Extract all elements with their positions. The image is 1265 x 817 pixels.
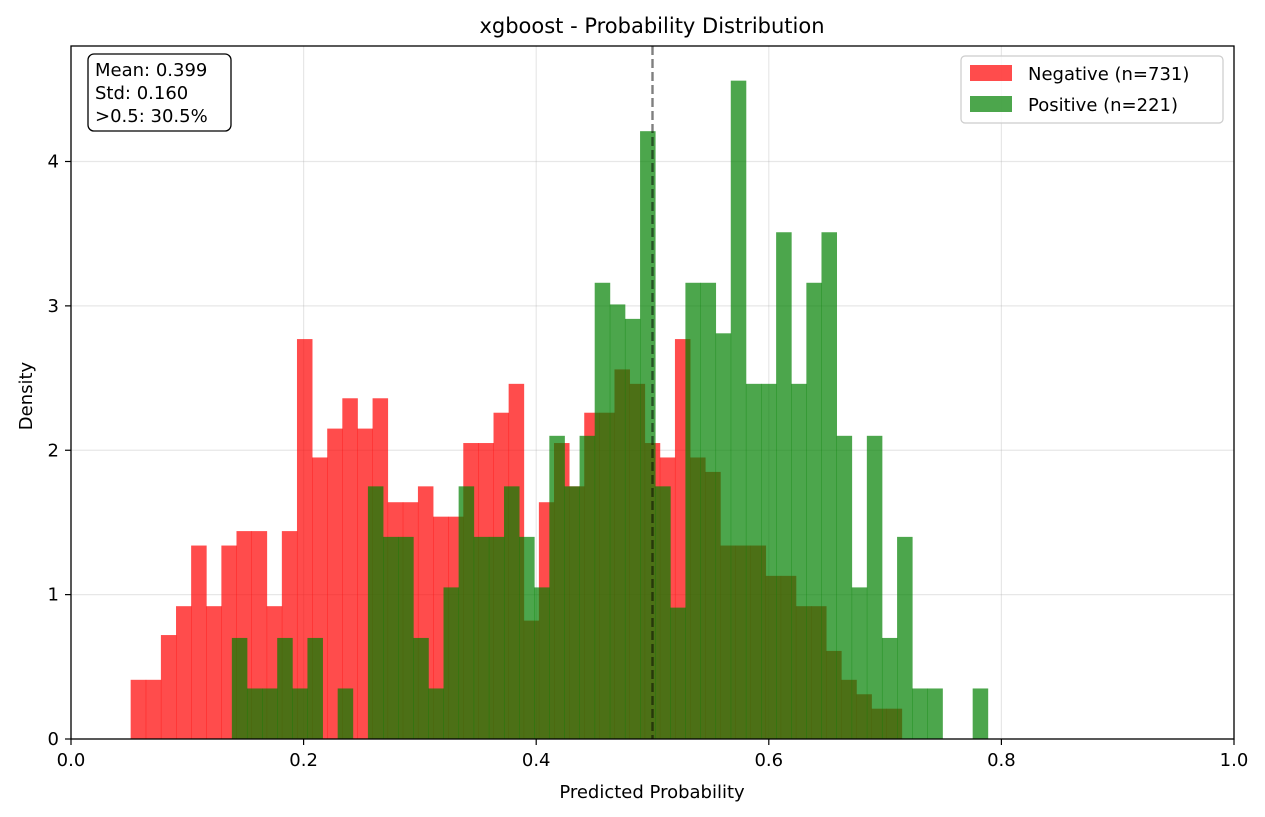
- positive-bar: [866, 435, 883, 739]
- positive-bar: [881, 637, 898, 739]
- negative-bar: [145, 679, 162, 739]
- positive-bar: [912, 688, 928, 739]
- stats-mean: Mean: 0.399: [95, 60, 207, 81]
- y-axis-label: Density: [16, 361, 37, 430]
- negative-bar: [191, 545, 207, 739]
- legend-label-positive: Positive (n=221): [1028, 95, 1178, 116]
- positive-bar: [776, 232, 792, 739]
- positive-bar: [534, 587, 550, 739]
- legend-swatch-negative: [970, 65, 1012, 81]
- x-tick-label: 1.0: [1220, 750, 1249, 771]
- positive-bar: [745, 383, 762, 739]
- x-tick-label: 0.6: [754, 750, 783, 771]
- positive-bar: [821, 232, 838, 739]
- positive-bar: [836, 435, 853, 739]
- stats-annotation-box: Mean: 0.399 Std: 0.160 >0.5: 30.5%: [87, 53, 232, 132]
- x-tick-label: 0.4: [522, 750, 551, 771]
- negative-bar: [176, 606, 192, 739]
- negative-bar: [160, 635, 177, 739]
- x-tick-label: 0.0: [57, 750, 86, 771]
- positive-bar: [503, 486, 520, 739]
- positive-bar: [262, 688, 278, 739]
- legend-swatch-positive: [970, 96, 1012, 112]
- positive-bar: [609, 304, 626, 739]
- positive-bar: [761, 383, 777, 739]
- positive-bar: [413, 637, 429, 739]
- y-axis-ticks: 0 1 2 3 4: [48, 152, 71, 750]
- x-tick-label: 0.8: [987, 750, 1016, 771]
- legend: Negative (n=731) Positive (n=221): [960, 55, 1224, 124]
- positive-bar: [579, 435, 596, 739]
- positive-bar: [458, 486, 475, 739]
- positive-bar: [277, 637, 293, 739]
- positive-bar: [730, 80, 747, 739]
- y-tick-label: 2: [48, 440, 59, 461]
- positive-bar: [337, 688, 354, 739]
- positive-bar: [700, 282, 717, 739]
- legend-label-negative: Negative (n=731): [1028, 64, 1189, 85]
- negative-bar: [130, 679, 147, 739]
- positive-bar: [927, 688, 943, 739]
- positive-bar: [624, 318, 641, 739]
- positive-bar: [231, 637, 248, 739]
- x-tick-label: 0.2: [289, 750, 318, 771]
- positive-bar: [473, 536, 490, 739]
- chart-title: xgboost - Probability Distribution: [479, 14, 824, 38]
- positive-bar: [670, 607, 686, 739]
- positive-bar: [972, 688, 989, 739]
- positive-bar: [292, 688, 308, 739]
- negative-bar: [251, 531, 268, 739]
- stats-std: Std: 0.160: [95, 83, 188, 104]
- x-axis-label: Predicted Probability: [559, 782, 745, 803]
- positive-bar: [594, 282, 611, 739]
- positive-bar: [851, 587, 868, 739]
- y-tick-label: 0: [48, 729, 59, 750]
- negative-bar: [206, 606, 222, 739]
- stats-above-threshold: >0.5: 30.5%: [95, 106, 208, 127]
- positive-bar: [307, 637, 323, 739]
- positive-bar: [246, 688, 263, 739]
- positive-bar: [564, 486, 580, 739]
- plot-frame: [70, 45, 1235, 740]
- positive-bar: [519, 536, 535, 739]
- positive-bar: [549, 435, 565, 739]
- positive-bar: [367, 486, 384, 739]
- y-tick-label: 3: [48, 296, 59, 317]
- y-tick-label: 4: [48, 152, 59, 173]
- positive-bar: [428, 688, 444, 739]
- positive-bar: [806, 282, 822, 739]
- negative-bar: [342, 398, 358, 739]
- positive-bar: [897, 536, 913, 739]
- positive-bar: [685, 282, 701, 739]
- x-axis-ticks: 0.0 0.2 0.4 0.6 0.8 1.0: [57, 739, 1249, 771]
- negative-bar: [327, 428, 343, 739]
- positive-bar: [398, 536, 414, 739]
- positive-bar: [383, 536, 399, 739]
- positive-bar: [791, 383, 807, 739]
- positive-bar: [655, 486, 671, 739]
- positive-bar: [443, 587, 460, 739]
- y-tick-label: 1: [48, 585, 59, 606]
- positive-bar: [488, 536, 505, 739]
- positive-bar: [715, 333, 732, 739]
